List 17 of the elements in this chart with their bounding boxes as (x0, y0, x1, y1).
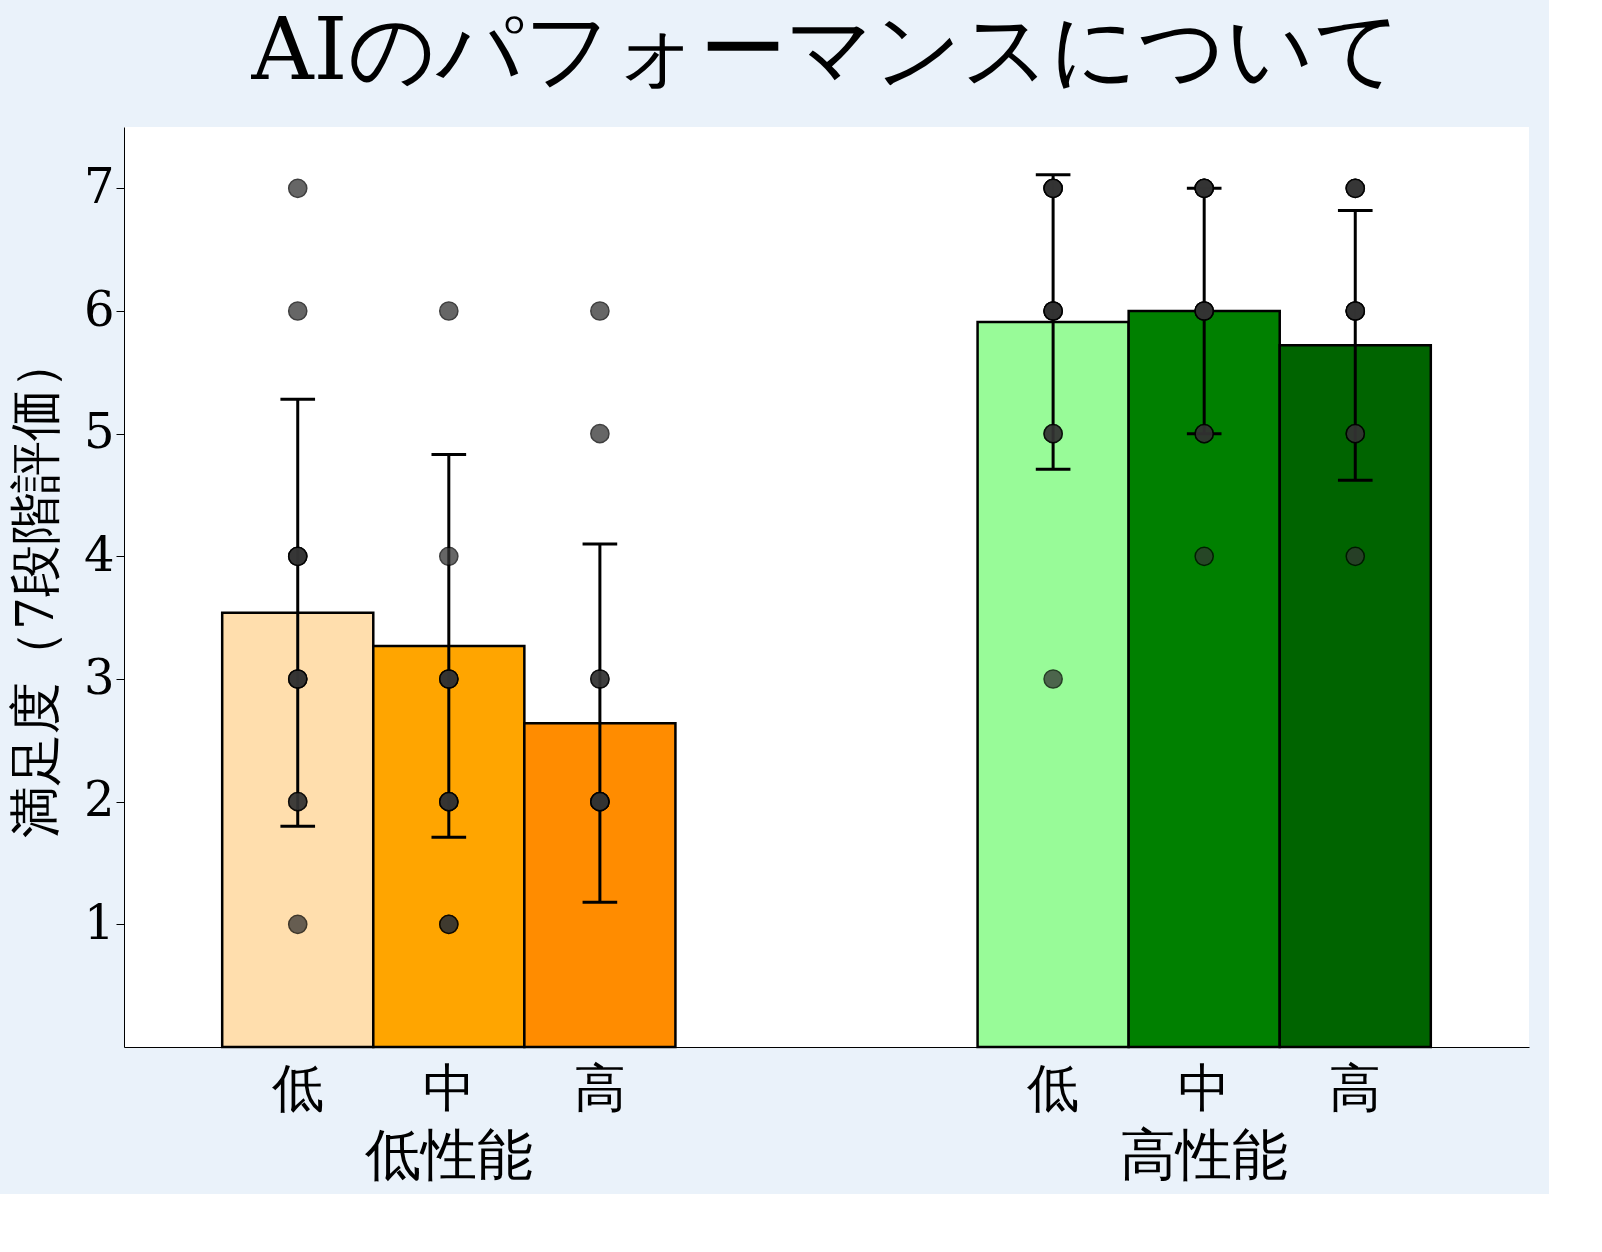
text: 高 (1329, 1058, 1382, 1118)
x-tick-label: 高性能 (1120, 1121, 1289, 1187)
y-tick-label: 7 (83, 157, 115, 214)
text: 低 (1027, 1058, 1080, 1118)
y-tick-label: 3 (83, 648, 115, 705)
y-tick-label: 5 (83, 403, 115, 460)
chart-title: AIのパフォーマンスについて (250, 0, 1402, 99)
text: 中 (1178, 1058, 1231, 1118)
y-tick-label: 6 (83, 280, 115, 337)
y-tick-label: 1 (83, 893, 115, 950)
y-axis-title: 満足度（7段階評価） (4, 336, 65, 839)
series-label: 高 (573, 1058, 626, 1118)
series-label: 低 (271, 1058, 324, 1118)
y-tick-label: 4 (83, 525, 115, 582)
series-label: 中 (422, 1058, 475, 1118)
x-tick-label: 低性能 (364, 1121, 533, 1187)
y-tick-label: 2 (83, 771, 115, 828)
